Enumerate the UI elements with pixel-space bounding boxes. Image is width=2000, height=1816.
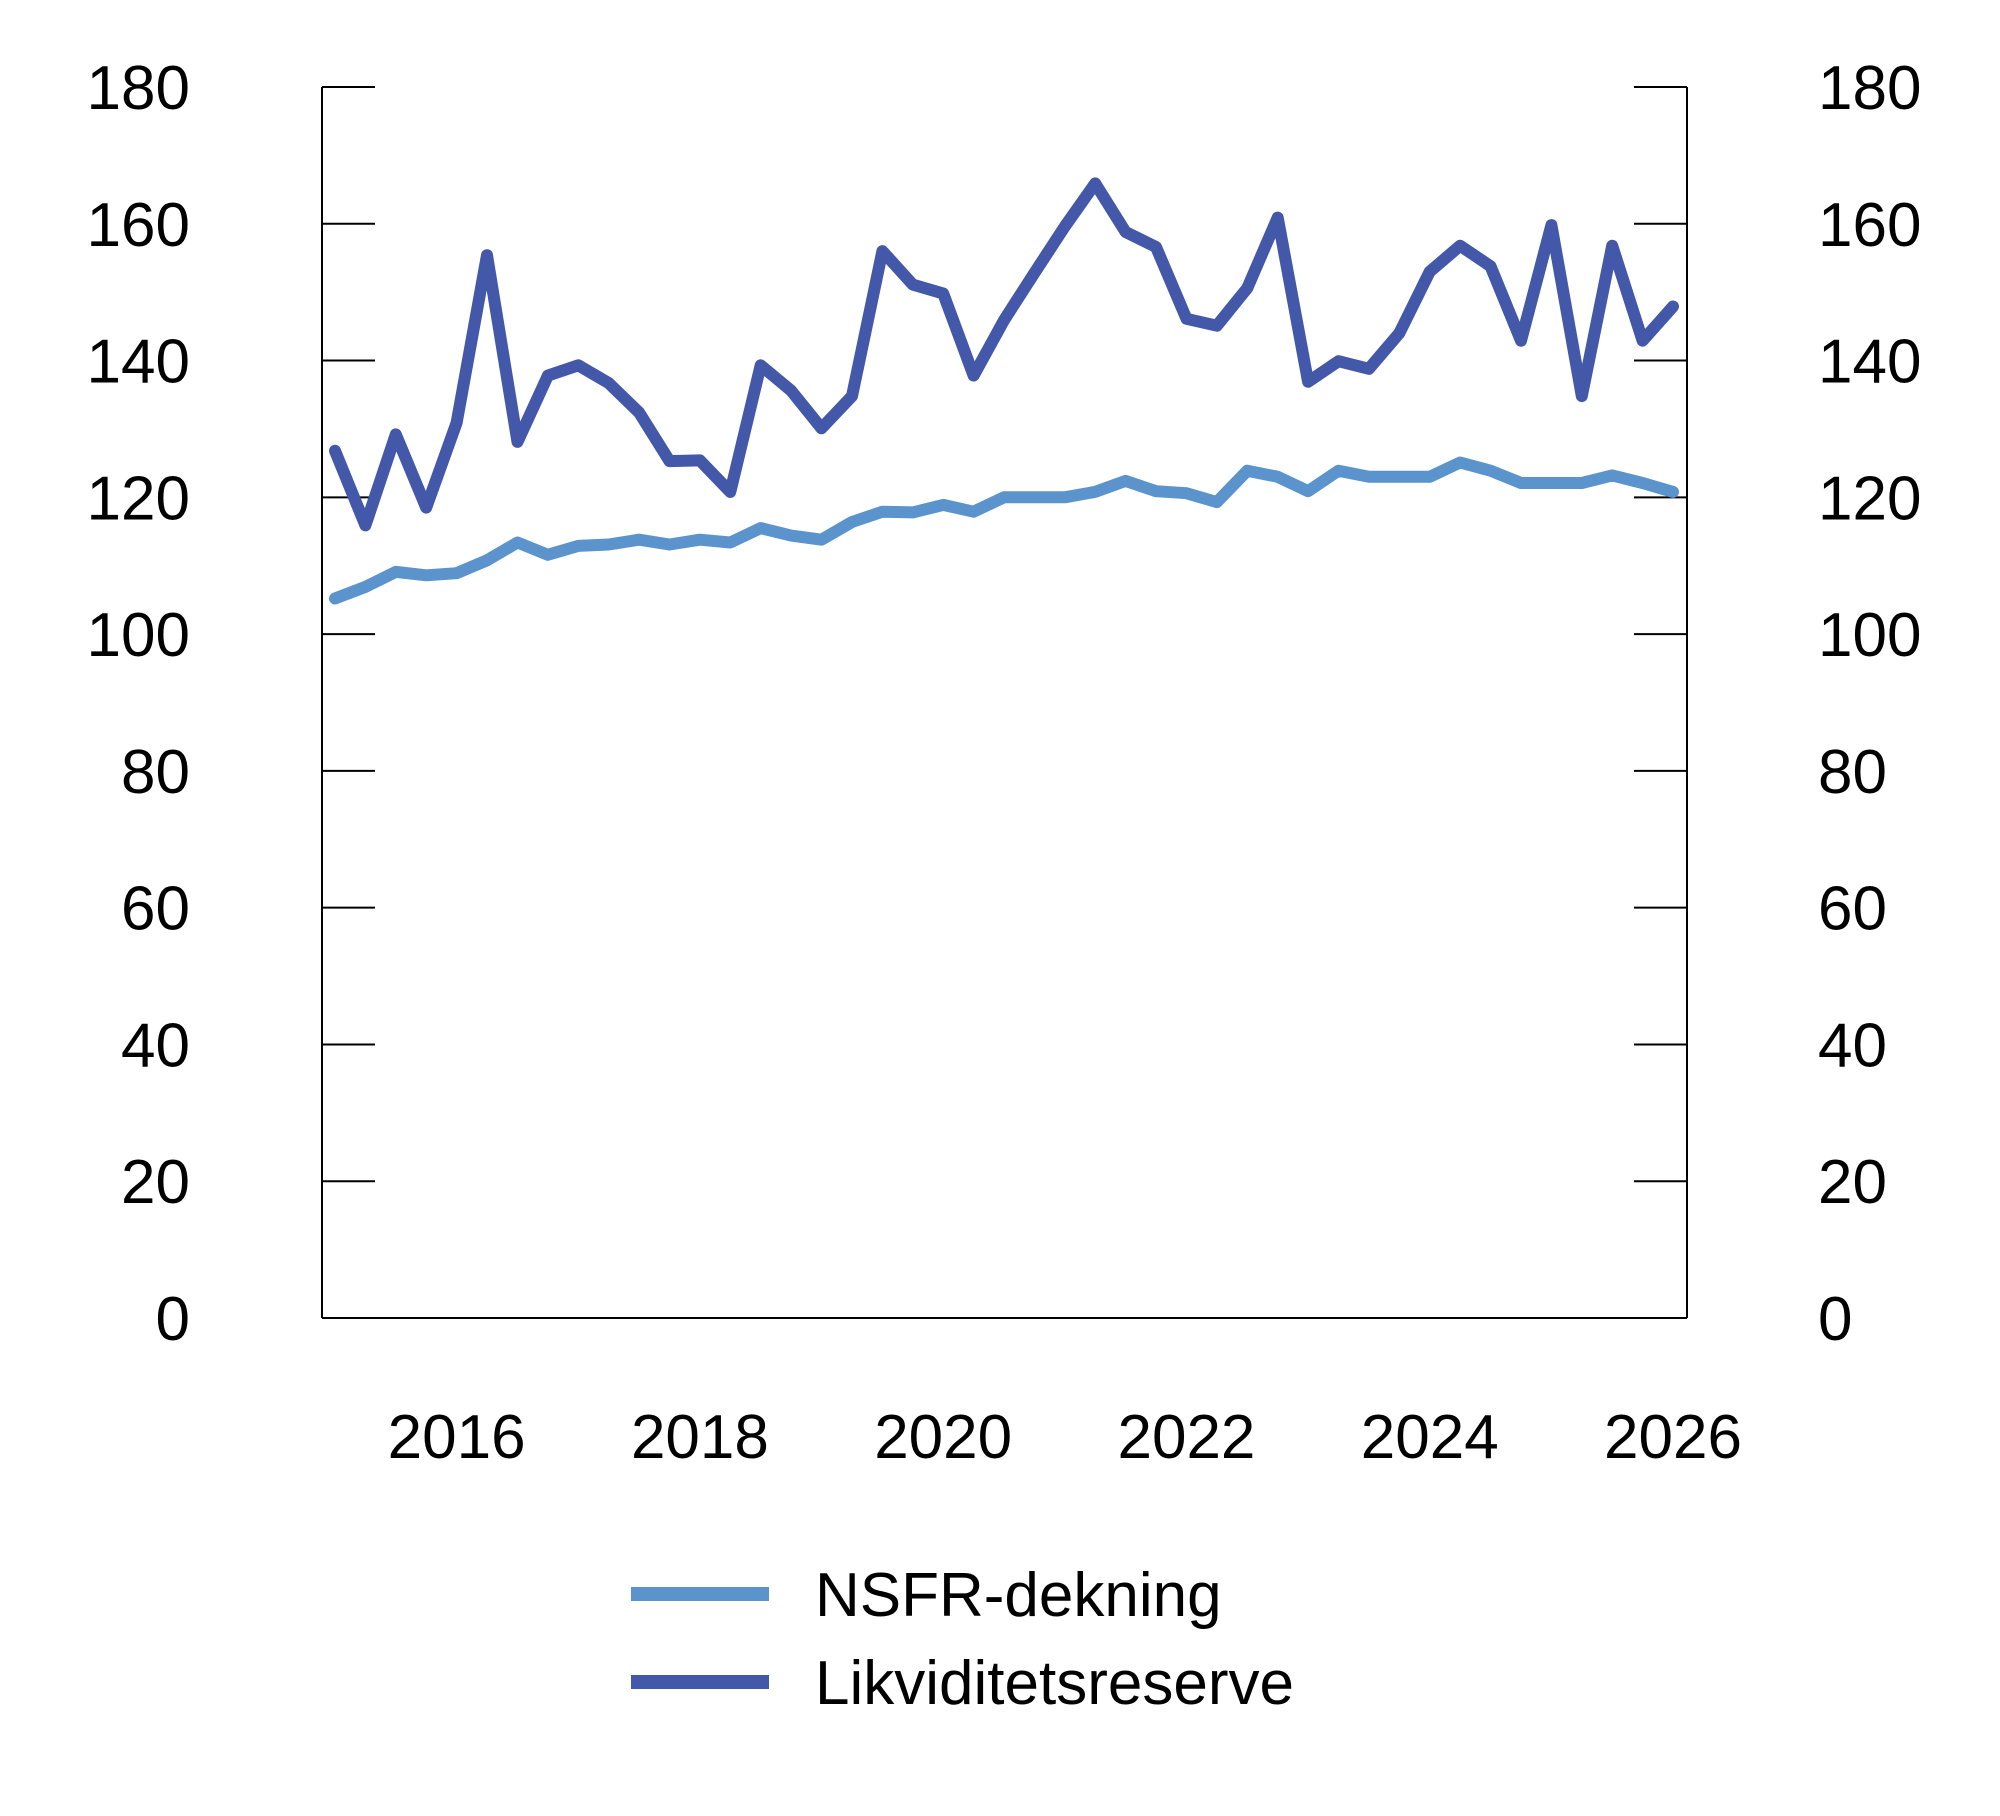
y-tick-label-right: 60	[1818, 875, 1887, 944]
y-tick-label-right: 140	[1818, 328, 1921, 397]
y-tick-label-right: 100	[1818, 601, 1921, 670]
legend-label: Likviditetsreserve	[815, 1649, 1294, 1718]
y-tick-label-right: 180	[1818, 54, 1921, 123]
y-tick-label-left: 100	[87, 601, 190, 670]
y-tick-label-right: 0	[1818, 1285, 1852, 1354]
x-tick-label: 2026	[1604, 1403, 1742, 1472]
x-tick-label: 2018	[631, 1403, 769, 1472]
legend: NSFR-dekning Likviditetsreserve	[631, 1561, 1294, 1718]
y-tick-label-left: 160	[87, 191, 190, 260]
y-tick-label-left: 140	[87, 328, 190, 397]
x-tick-label: 2020	[874, 1403, 1012, 1472]
y-tick-label-right: 160	[1818, 191, 1921, 260]
y-tick-label-left: 180	[87, 54, 190, 123]
y-tick-label-right: 40	[1818, 1011, 1887, 1080]
series-line-0	[329, 456, 1679, 605]
y-tick-label-left: 120	[87, 464, 190, 533]
y-tick-label-left: 0	[156, 1285, 190, 1354]
x-tick-label: 2022	[1117, 1403, 1255, 1472]
y-tick-label-left: 80	[121, 738, 190, 807]
y-tick-label-right: 80	[1818, 738, 1887, 807]
y-tick-label-left: 20	[121, 1148, 190, 1217]
y-tick-label-left: 60	[121, 875, 190, 944]
y-tick-label-right: 120	[1818, 464, 1921, 533]
y-tick-label-right: 20	[1818, 1148, 1887, 1217]
x-tick-label: 2024	[1361, 1403, 1499, 1472]
y-tick-label-left: 40	[121, 1011, 190, 1080]
legend-label: NSFR-dekning	[815, 1561, 1222, 1630]
x-tick-label: 2016	[388, 1403, 526, 1472]
series-lines	[329, 177, 1679, 605]
series-line-1	[329, 177, 1679, 532]
